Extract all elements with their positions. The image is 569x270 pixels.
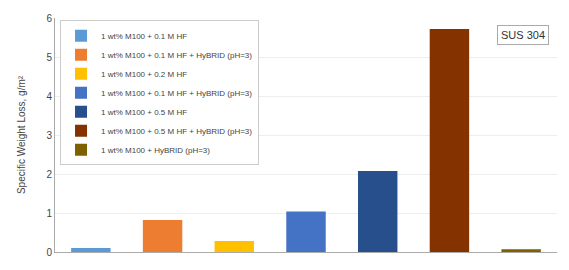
svg-text:6: 6	[46, 13, 52, 24]
svg-text:1 wt% M100 + 0.2 M HF: 1 wt% M100 + 0.2 M HF	[101, 70, 187, 79]
svg-text:1 wt% M100 + 0.1 M HF: 1 wt% M100 + 0.1 M HF	[101, 32, 187, 41]
svg-text:1: 1	[46, 208, 52, 219]
svg-text:1 wt% M100 + 0.5 M HF: 1 wt% M100 + 0.5 M HF	[101, 108, 187, 117]
svg-text:2: 2	[46, 169, 52, 180]
svg-text:1 wt% M100 + HyBRID (pH=3): 1 wt% M100 + HyBRID (pH=3)	[101, 146, 210, 155]
svg-text:1 wt% M100 + 0.1 M HF + HyBRID: 1 wt% M100 + 0.1 M HF + HyBRID (pH=3)	[101, 51, 252, 60]
svg-text:5: 5	[46, 52, 52, 63]
svg-text:Specific Weight Loss, g/m²: Specific Weight Loss, g/m²	[16, 75, 27, 194]
svg-text:0: 0	[46, 247, 52, 258]
svg-text:1 wt% M100 + 0.5 M HF + HyBRID: 1 wt% M100 + 0.5 M HF + HyBRID (pH=3)	[101, 127, 252, 136]
svg-text:3: 3	[46, 130, 52, 141]
svg-text:1 wt% M100 + 0.1 M HF + HyBRID: 1 wt% M100 + 0.1 M HF + HyBRID (pH=3)	[101, 89, 252, 98]
svg-text:SUS 304: SUS 304	[501, 29, 545, 41]
svg-text:4: 4	[46, 91, 52, 102]
